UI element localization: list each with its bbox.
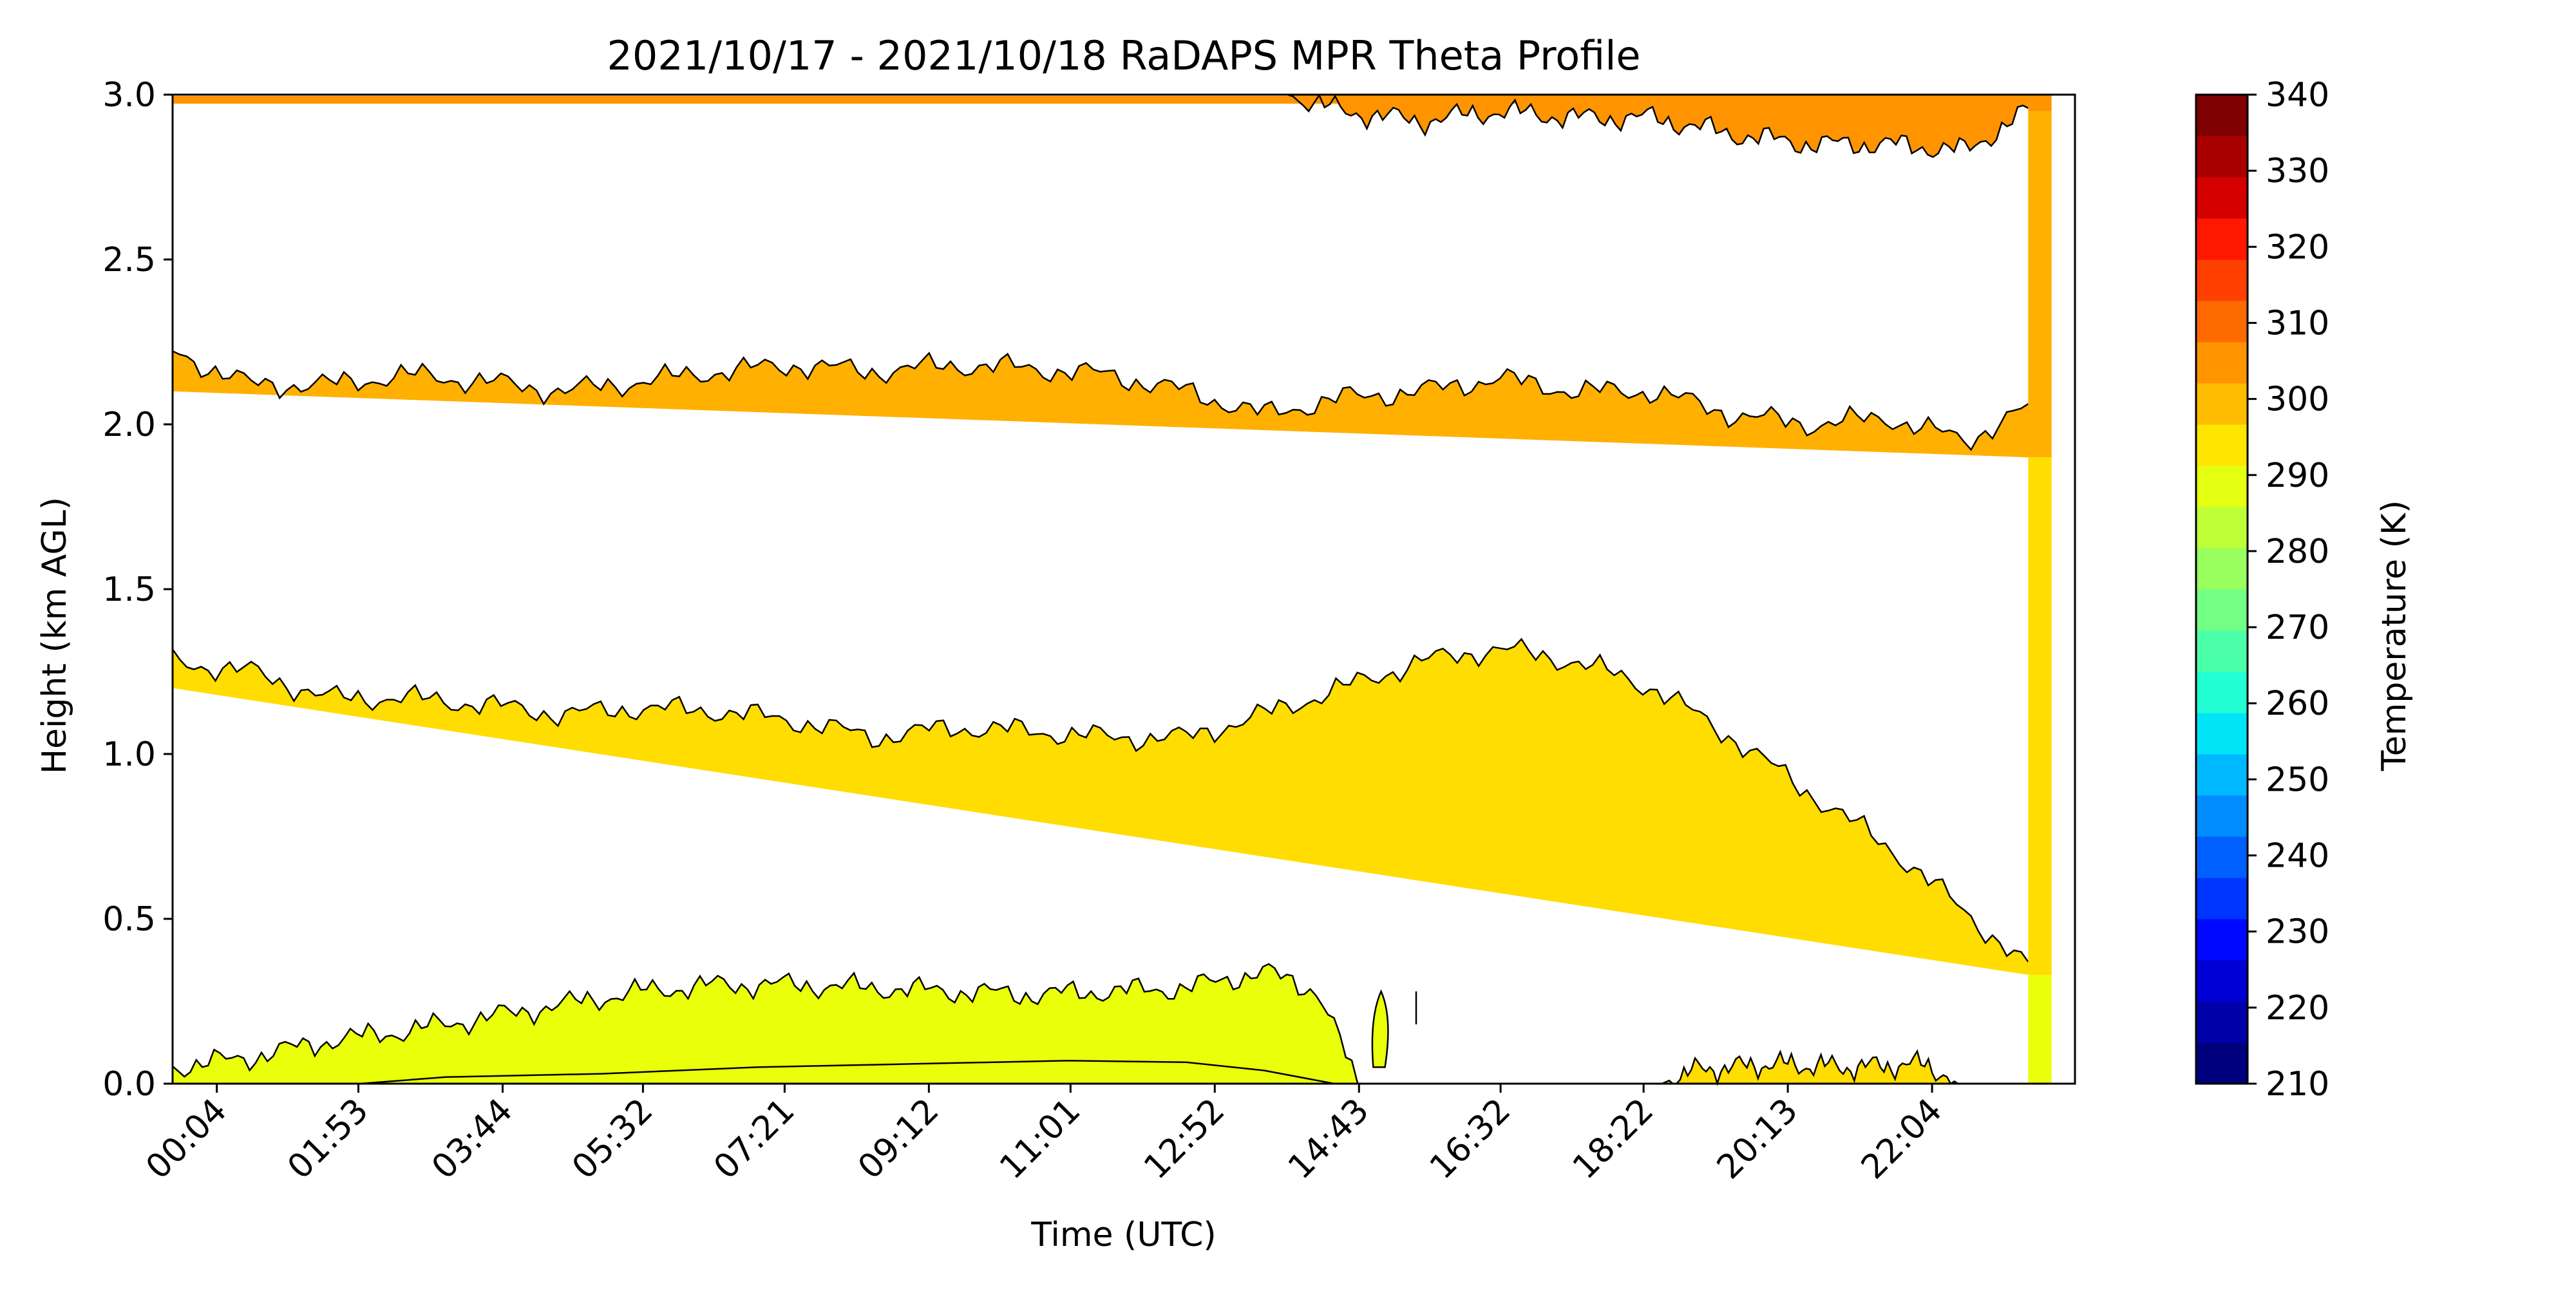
colorbar-tick-label: 220 bbox=[2266, 989, 2329, 1028]
colorbar-label: Temperature (K) bbox=[2375, 500, 2414, 772]
x-tick-label: 22:04 bbox=[1854, 1091, 1949, 1187]
edge-column-segment-0 bbox=[2028, 975, 2052, 1084]
colorbar-segment bbox=[2196, 548, 2248, 590]
colorbar-tick-label: 300 bbox=[2266, 381, 2329, 419]
edge-column-segment-3 bbox=[2028, 95, 2052, 111]
colorbar-segment bbox=[2196, 672, 2248, 713]
colorbar-segment bbox=[2196, 383, 2248, 425]
y-tick-label: 2.0 bbox=[102, 406, 156, 444]
inner-surface-contour bbox=[359, 1059, 1335, 1085]
colorbar-tick-label: 290 bbox=[2266, 457, 2329, 495]
colorbar-tick-label: 210 bbox=[2266, 1065, 2329, 1104]
colorbar-segment bbox=[2196, 589, 2248, 631]
x-tick-label: 03:44 bbox=[424, 1091, 520, 1187]
colorbar-segment bbox=[2196, 713, 2248, 755]
colorbar-segment bbox=[2196, 1001, 2248, 1043]
colorbar-frame bbox=[2195, 93, 2249, 1085]
colorbar-tick-label: 250 bbox=[2266, 760, 2329, 799]
colorbar-segment bbox=[2196, 218, 2248, 260]
x-tick-label: 01:53 bbox=[280, 1091, 375, 1187]
x-tick-label: 00:04 bbox=[138, 1091, 234, 1187]
colorbar-segment bbox=[2196, 177, 2248, 219]
colorbar-segment bbox=[2196, 878, 2248, 919]
x-tick-label: 09:12 bbox=[851, 1091, 946, 1187]
contour-band-290 bbox=[173, 639, 2029, 975]
y-tick-label: 3.0 bbox=[102, 76, 156, 115]
colorbar-tick-label: 270 bbox=[2266, 608, 2329, 647]
colorbar-segment bbox=[2196, 1042, 2248, 1084]
contour-band-300 bbox=[173, 351, 2029, 458]
contour-line-300 bbox=[172, 350, 2029, 451]
x-tick-label: 07:21 bbox=[706, 1091, 802, 1187]
edge-column-segment-1 bbox=[2028, 457, 2052, 975]
x-tick-label: 12:52 bbox=[1137, 1091, 1232, 1187]
x-tick-label: 20:13 bbox=[1710, 1091, 1805, 1187]
x-tick-label: 05:32 bbox=[565, 1091, 660, 1187]
y-axis-label: Height (km AGL) bbox=[35, 497, 74, 774]
colorbar-tick-label: 230 bbox=[2266, 913, 2329, 952]
colorbar-tick-label: 330 bbox=[2266, 152, 2329, 191]
contour-line-290 bbox=[171, 637, 2029, 963]
chart-title: 2021/10/17 - 2021/10/18 RaDAPS MPR Theta… bbox=[607, 32, 1640, 79]
x-tick-label: 11:01 bbox=[992, 1091, 1088, 1187]
colorbar-segment bbox=[2196, 136, 2248, 178]
isolated-blob-1 bbox=[1371, 989, 1389, 1068]
x-axis: 00:04 01:53 03:44 05:32 07:21 09:12 11:01 12:52… bbox=[138, 1084, 1949, 1187]
colorbar-segment bbox=[2196, 424, 2248, 466]
contour-band-305 bbox=[1287, 95, 2029, 157]
colorbar-segment bbox=[2196, 630, 2248, 672]
y-tick-label: 0.0 bbox=[102, 1065, 156, 1104]
colorbar-segment bbox=[2196, 466, 2248, 507]
colorbar-segment bbox=[2196, 259, 2248, 301]
y-tick-label: 2.5 bbox=[102, 241, 156, 279]
colorbar-tick-label: 240 bbox=[2266, 837, 2329, 876]
surface-contour-line bbox=[172, 963, 1359, 1084]
colorbar-segment bbox=[2196, 919, 2248, 961]
plot-area bbox=[171, 93, 2076, 1086]
y-tick-label: 1.5 bbox=[102, 570, 156, 609]
y-tick-label: 1.0 bbox=[102, 735, 156, 774]
colorbar: 210 220 230 240 250 260 270 280 290 300 310 320 330 3… bbox=[2195, 76, 2329, 1104]
colorbar-segment bbox=[2196, 95, 2248, 137]
colorbar-tick-label: 320 bbox=[2266, 228, 2329, 267]
colorbar-tick-label: 280 bbox=[2266, 532, 2329, 571]
x-axis-label: Time (UTC) bbox=[1030, 1216, 1216, 1254]
colorbar-segment bbox=[2196, 795, 2248, 837]
colorbar-segment bbox=[2196, 960, 2248, 1002]
y-tick-label: 0.5 bbox=[102, 900, 156, 939]
late-warm-patch-line bbox=[1661, 1049, 1959, 1086]
colorbar-tick-label: 260 bbox=[2266, 684, 2329, 723]
colorbar-segment bbox=[2196, 301, 2248, 343]
colorbar-segment bbox=[2196, 507, 2248, 549]
contour-line-305 bbox=[1287, 93, 2029, 158]
colorbar-segment bbox=[2196, 342, 2248, 384]
colorbar-segment bbox=[2196, 754, 2248, 796]
x-tick-label: 18:22 bbox=[1566, 1091, 1661, 1187]
x-tick-label: 16:32 bbox=[1423, 1091, 1518, 1187]
colorbar-tick-label: 340 bbox=[2266, 76, 2329, 115]
y-axis: 0.0 0.5 1.0 1.5 2.0 2.5 3.0 bbox=[102, 76, 173, 1104]
colorbar-segment bbox=[2196, 836, 2248, 878]
edge-column-segment-2 bbox=[2028, 111, 2052, 458]
x-tick-label: 14:43 bbox=[1281, 1091, 1376, 1187]
colorbar-tick-label: 310 bbox=[2266, 304, 2329, 343]
